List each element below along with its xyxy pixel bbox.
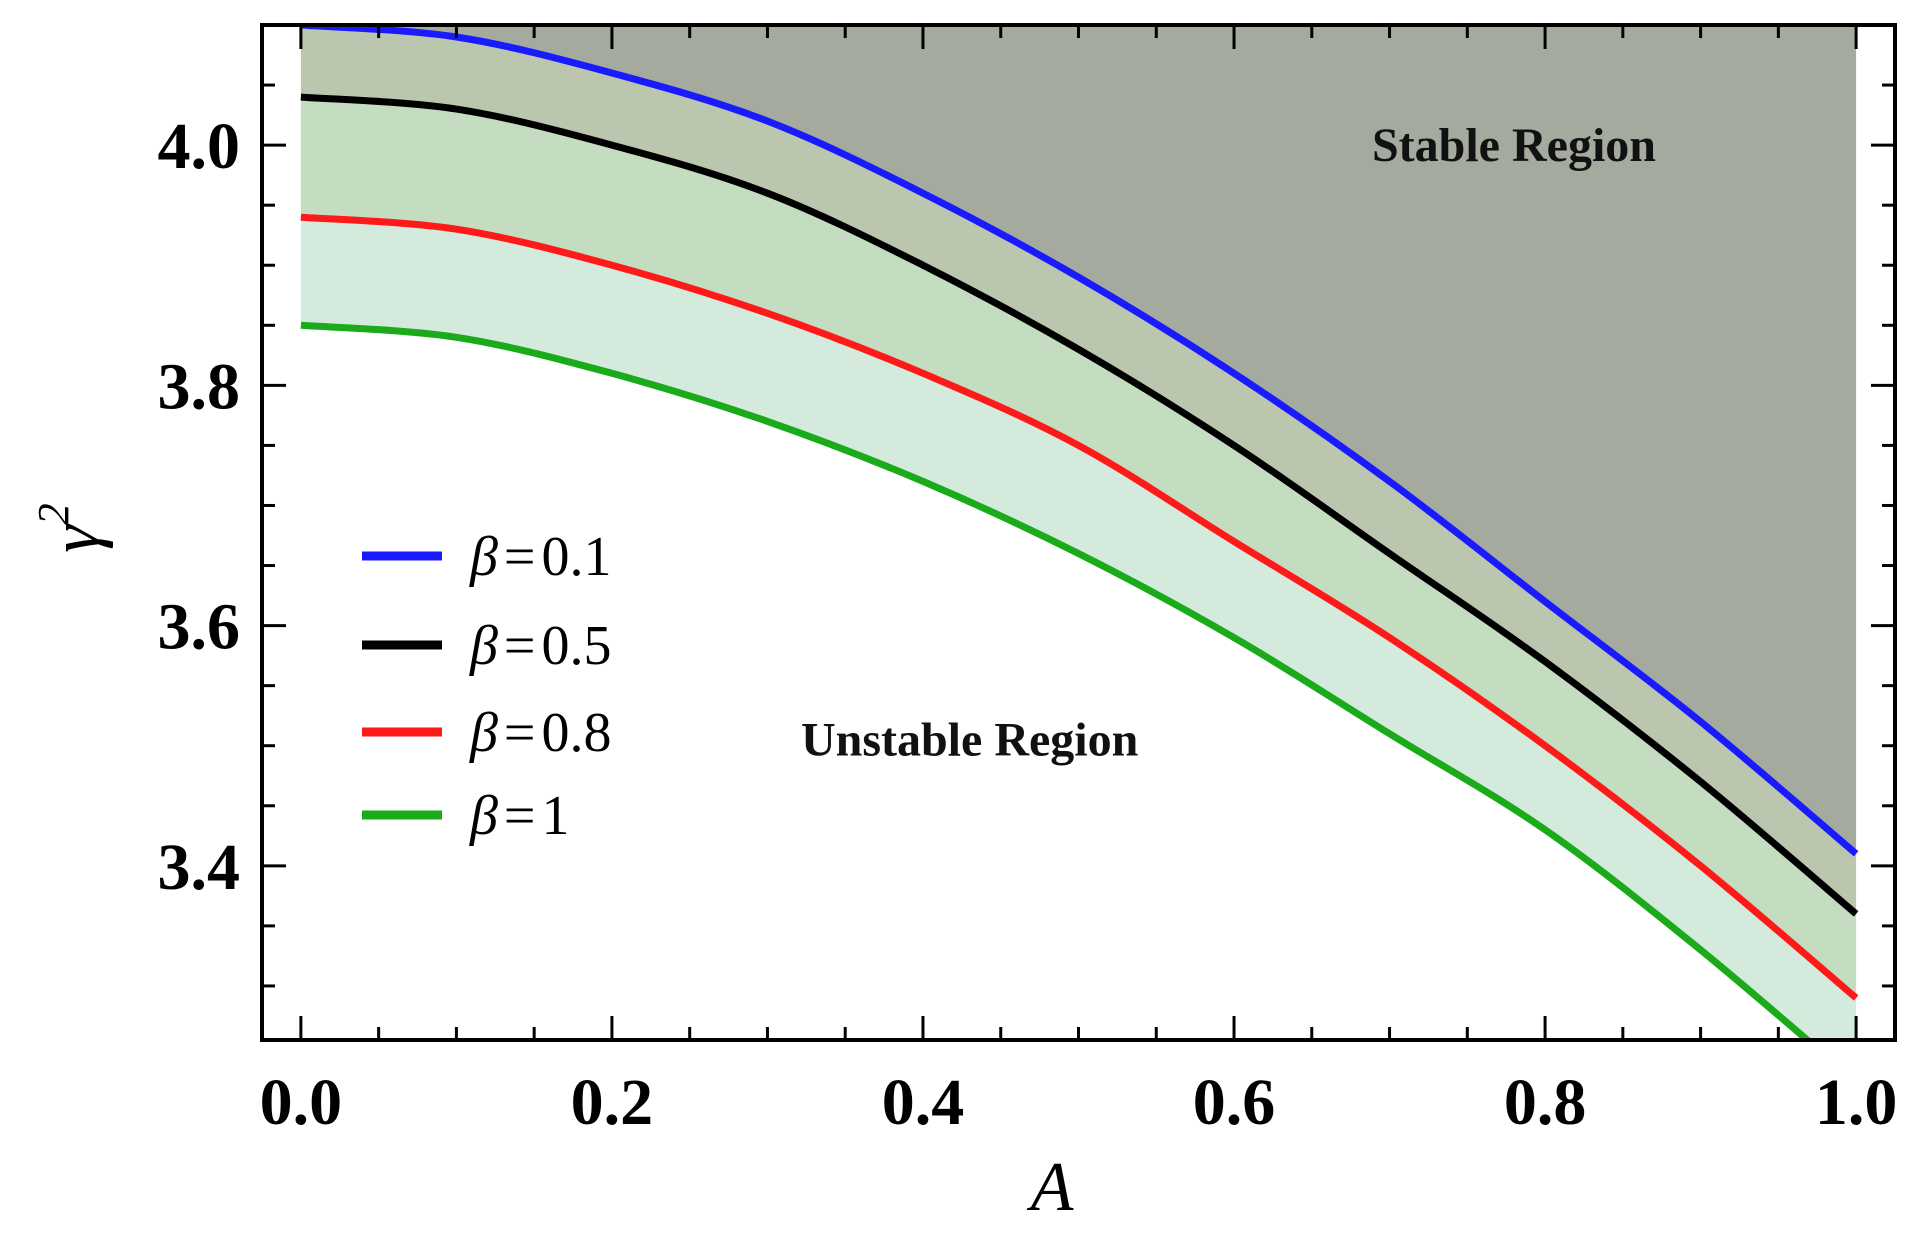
y-axis-title: γ2 <box>29 503 114 553</box>
y-tick-label: 3.8 <box>158 350 241 423</box>
axis-ticks <box>262 23 1895 1040</box>
legend-label-1: β = 0.1 <box>469 526 611 588</box>
legend-label-3: β = 0.8 <box>469 702 611 764</box>
series-lines <box>300 25 1859 1040</box>
stable-region-fill <box>300 25 1857 854</box>
x-tick-label: 1.0 <box>1815 1066 1898 1139</box>
x-tick-label: 0.4 <box>882 1066 965 1139</box>
x-tick-label: 0.2 <box>571 1066 654 1139</box>
y-axis-title-symbol: γ <box>37 523 114 553</box>
legend-label-2: β = 0.5 <box>469 615 611 677</box>
region-fills <box>300 25 1857 1040</box>
y-tick-label: 3.4 <box>158 831 241 904</box>
y-axis-title-exponent: 2 <box>29 503 78 525</box>
svg-text:γ2: γ2 <box>29 503 114 553</box>
legend-label-4: β = 1 <box>469 785 569 847</box>
band-fill-3 <box>300 217 1857 1040</box>
series-line-3 <box>300 213 1859 1001</box>
unstable-region-label: Unstable Region <box>801 714 1138 767</box>
x-tick-label: 0.8 <box>1504 1066 1587 1139</box>
series-line-2 <box>300 93 1859 917</box>
y-tick-labels: 3.4 3.6 3.8 4.0 <box>158 110 241 904</box>
y-tick-label: 3.6 <box>158 591 241 664</box>
series-line-4 <box>300 321 1813 1040</box>
x-axis-title: A <box>1027 1149 1074 1226</box>
x-tick-labels: 0.0 0.2 0.4 0.6 0.8 1.0 <box>260 1066 1898 1139</box>
series-line-1 <box>300 25 1859 857</box>
y-tick-label: 4.0 <box>158 110 241 183</box>
x-tick-label: 0.0 <box>260 1066 343 1139</box>
legend: β = 0.1 β = 0.5 β = 0.8 β = 1 <box>362 526 611 847</box>
band-fill-2 <box>300 97 1857 999</box>
stable-region-label: Stable Region <box>1372 119 1656 172</box>
x-tick-label: 0.6 <box>1193 1066 1276 1139</box>
